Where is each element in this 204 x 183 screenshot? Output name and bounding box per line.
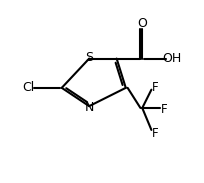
Text: O: O (137, 17, 147, 30)
Text: F: F (152, 127, 158, 140)
Text: Cl: Cl (23, 81, 35, 94)
Text: F: F (152, 81, 158, 94)
Text: OH: OH (162, 52, 181, 65)
Text: N: N (84, 100, 94, 114)
Text: F: F (161, 103, 167, 116)
Text: S: S (85, 51, 93, 64)
